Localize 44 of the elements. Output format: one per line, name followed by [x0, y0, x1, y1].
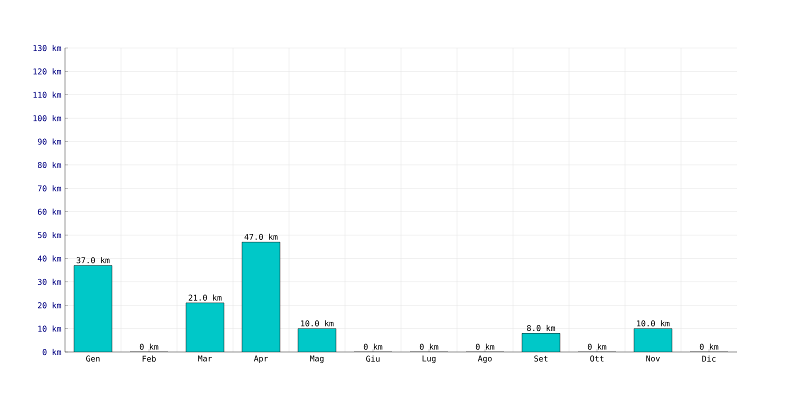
data-label: 10.0 km	[301, 320, 334, 326]
bar	[522, 333, 560, 352]
x-tick-label: Apr	[254, 356, 268, 364]
y-tick-label: 100 km	[34, 115, 62, 122]
x-tick-label: Dic	[702, 356, 716, 362]
data-label: 0 km	[700, 344, 718, 350]
x-tick-label: Mar	[198, 356, 212, 362]
x-tick-label: Giu	[366, 356, 380, 362]
x-tick-label: Feb	[142, 356, 156, 362]
x-tick-label: Lug	[422, 356, 436, 364]
y-tick-label: 50 km	[38, 232, 62, 238]
y-tick-label: 40 km	[38, 255, 62, 262]
data-label: 0 km	[588, 344, 606, 350]
bar	[634, 328, 672, 352]
data-label: 21.0 km	[188, 294, 222, 301]
y-tick-label: 60 km	[38, 208, 62, 215]
data-label: 0 km	[476, 344, 494, 350]
x-tick-label: Gen	[86, 356, 100, 362]
data-label: 0 km	[420, 344, 438, 350]
y-tick-label: 80 km	[38, 162, 62, 168]
data-label: 0 km	[364, 344, 382, 350]
y-tick-label: 70 km	[38, 185, 62, 192]
y-tick-label: 130 km	[34, 44, 62, 52]
data-label: 47.0 km	[244, 234, 278, 240]
y-tick-label: 120 km	[34, 68, 62, 74]
y-tick-label: 30 km	[38, 278, 62, 285]
x-tick-label: Set	[534, 356, 548, 362]
x-tick-label: Ott	[590, 356, 604, 362]
y-tick-label: 110 km	[34, 92, 62, 98]
x-tick-label: Mag	[310, 356, 324, 364]
bar	[74, 265, 112, 352]
y-tick-label: 90 km	[38, 138, 62, 145]
data-label: 8.0 km	[527, 324, 556, 332]
y-tick-label: 10 km	[38, 326, 62, 332]
x-tick-label: Nov	[646, 356, 660, 362]
data-label: 0 km	[140, 344, 158, 350]
bar	[298, 328, 336, 352]
data-label: 37.0 km	[76, 257, 110, 264]
y-tick-label: 20 km	[38, 302, 62, 308]
bar	[242, 242, 280, 352]
y-tick-label: 0 km	[42, 348, 62, 356]
data-label: 10.0 km	[637, 320, 670, 326]
x-tick-label: Ago	[478, 356, 492, 364]
bar	[186, 302, 224, 352]
